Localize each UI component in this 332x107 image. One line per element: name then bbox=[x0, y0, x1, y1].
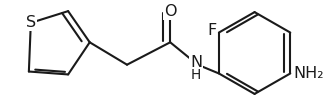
Text: H: H bbox=[191, 68, 201, 82]
Text: F: F bbox=[207, 23, 216, 38]
Text: NH₂: NH₂ bbox=[293, 66, 323, 81]
Text: N: N bbox=[190, 55, 202, 70]
Text: S: S bbox=[26, 15, 36, 30]
Text: O: O bbox=[164, 4, 176, 19]
